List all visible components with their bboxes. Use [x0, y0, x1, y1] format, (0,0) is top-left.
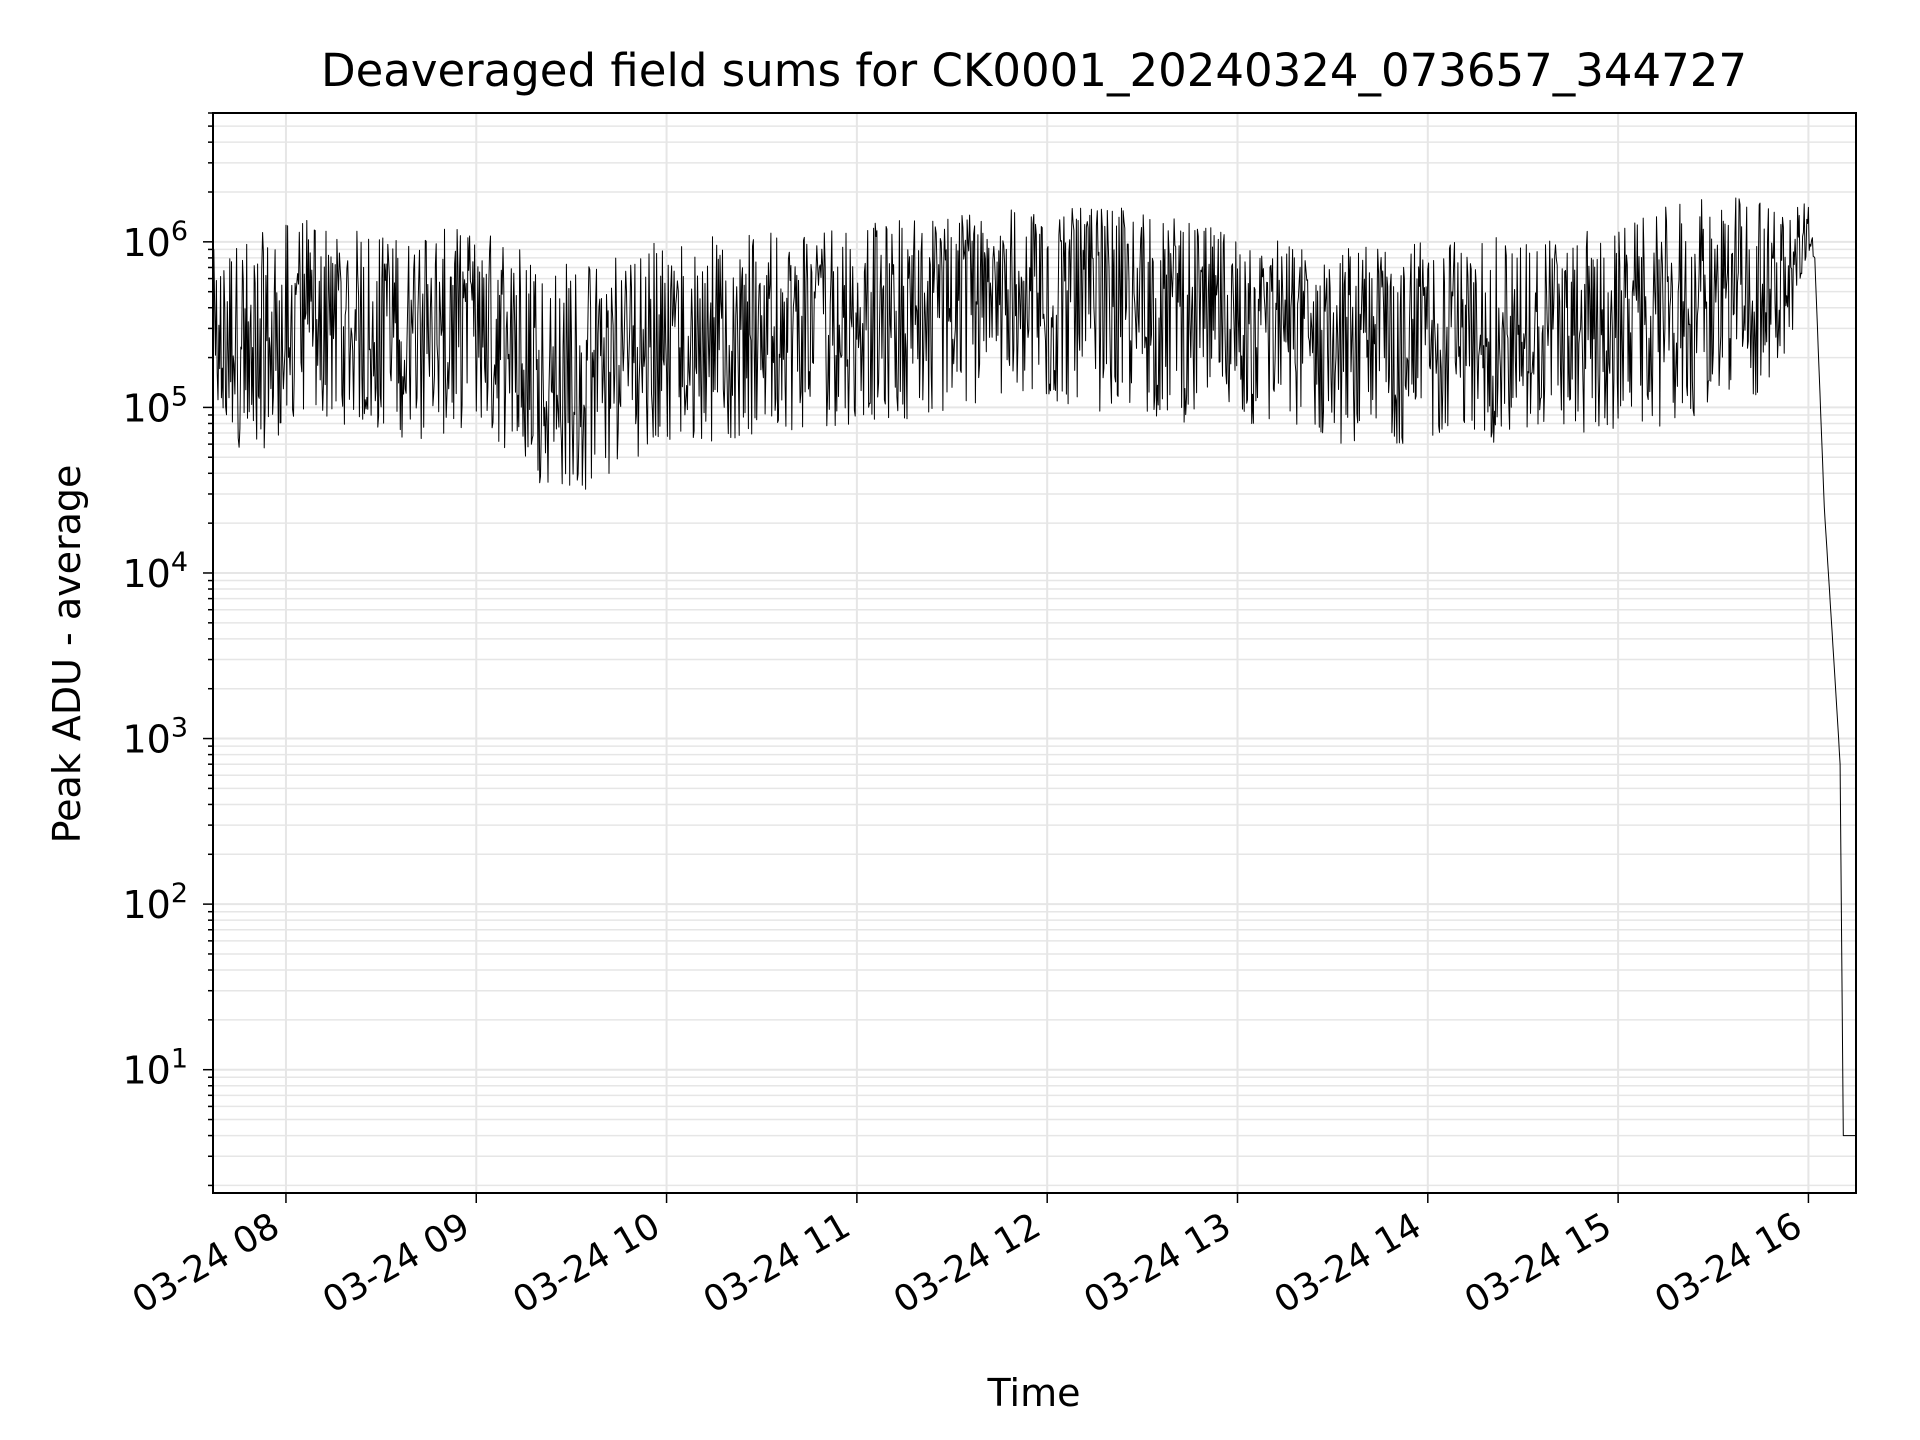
x-tick-label: 03-24 15 [1458, 1205, 1619, 1321]
x-tick-label: 03-24 13 [1077, 1205, 1238, 1321]
x-axis: 03-24 08 03-24 09 03-24 10 03-24 11 03-24 12… [126, 1193, 1810, 1322]
x-tick-label: 03-24 08 [126, 1205, 287, 1321]
y-axis-label: Peak ADU - average [45, 465, 89, 844]
series [212, 197, 1856, 1137]
x-tick-label: 03-24 16 [1648, 1205, 1809, 1321]
x-tick-label: 03-24 11 [697, 1205, 858, 1321]
y-tick-label: 105 [122, 381, 188, 430]
x-axis-label: Time [987, 1371, 1081, 1415]
series-line [212, 197, 1856, 1137]
y-tick-label: 102 [122, 878, 188, 927]
y-axis: 101 102 103 104 105 106 [122, 112, 213, 1187]
x-tick-label: 03-24 09 [316, 1205, 477, 1321]
plot-area [212, 112, 1857, 1194]
y-tick-label: 104 [122, 547, 188, 596]
y-tick-label: 106 [122, 216, 188, 265]
y-tick-label: 101 [122, 1044, 188, 1093]
x-tick-label: 03-24 10 [506, 1205, 667, 1321]
x-tick-label: 03-24 12 [887, 1205, 1048, 1321]
x-tick-label: 03-24 14 [1268, 1205, 1429, 1321]
y-tick-label: 103 [122, 713, 188, 762]
chart-title: Deaveraged field sums for CK0001_2024032… [321, 44, 1747, 97]
